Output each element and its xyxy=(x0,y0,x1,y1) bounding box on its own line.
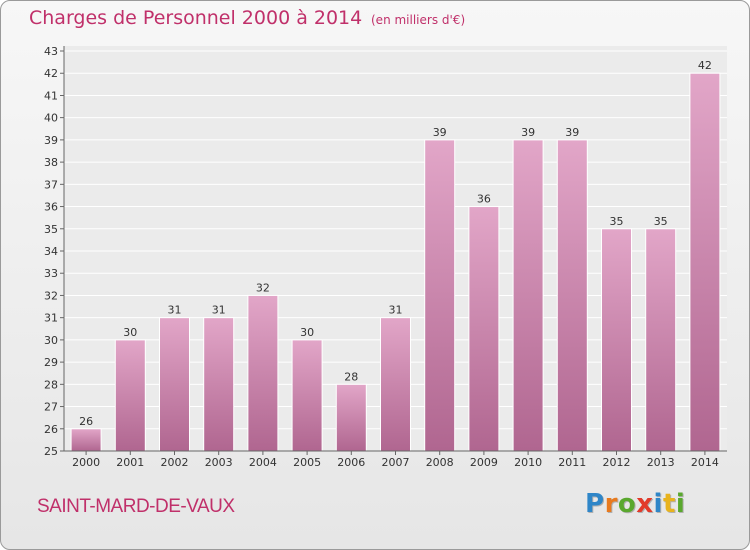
bar xyxy=(468,206,500,452)
bar xyxy=(380,317,411,452)
x-tick-label: 2006 xyxy=(337,456,365,469)
chart-subtitle: (en milliers d'€) xyxy=(371,13,466,27)
bar-value-label: 42 xyxy=(698,59,712,72)
bar-value-label: 36 xyxy=(477,193,491,206)
x-tick-label: 2014 xyxy=(691,456,719,469)
bar-value-label: 30 xyxy=(300,326,314,339)
bar-value-label: 39 xyxy=(521,126,535,139)
x-axis: 2000 2001 2002 2003 2004 2005 2006 2007 2008 2009… xyxy=(64,450,727,469)
y-tick-label: 25 xyxy=(44,445,58,458)
y-tick-label: 30 xyxy=(44,334,58,347)
chart-title: Charges de Personnel 2000 à 2014 xyxy=(29,7,363,29)
y-tick-label: 37 xyxy=(44,178,58,191)
y-tick-label: 28 xyxy=(44,378,58,391)
bar xyxy=(556,139,588,452)
bar xyxy=(70,428,102,452)
x-tick-label: 2000 xyxy=(72,456,100,469)
bar-value-label: 31 xyxy=(168,304,182,317)
x-tick-label: 2003 xyxy=(205,456,233,469)
x-tick-label: 2010 xyxy=(514,456,542,469)
y-tick-label: 36 xyxy=(44,201,58,214)
x-tick-label: 2002 xyxy=(161,456,189,469)
y-tick-label: 34 xyxy=(44,245,58,258)
bar-value-label: 31 xyxy=(389,304,403,317)
bar xyxy=(291,339,323,452)
y-tick-label: 39 xyxy=(44,134,58,147)
bar-value-label: 31 xyxy=(212,304,226,317)
y-tick-label: 26 xyxy=(44,423,58,436)
x-tick-label: 2012 xyxy=(603,456,631,469)
bar-value-label: 30 xyxy=(123,326,137,339)
y-tick-label: 41 xyxy=(44,89,58,102)
x-tick-label: 2004 xyxy=(249,456,277,469)
x-tick-label: 2009 xyxy=(470,456,498,469)
bar-value-label: 32 xyxy=(256,281,270,294)
bar xyxy=(159,317,190,452)
bar-value-label: 26 xyxy=(79,415,93,428)
bar xyxy=(601,228,632,452)
y-axis: 25 26 27 28 29 30 31 32 33 34 35 36 37 38 39 40 41 42 43 xyxy=(44,45,65,458)
bar xyxy=(512,139,544,452)
bar-value-label: 35 xyxy=(654,215,668,228)
bar xyxy=(424,139,456,452)
proxiti-logo: Proxiti xyxy=(585,489,685,519)
bar xyxy=(645,228,677,452)
bars: 26 30 31 31 32 30 28 31 39 36 39 39 35 35 42 xyxy=(70,59,721,452)
logo-letter: t xyxy=(662,489,676,519)
logo-letter: r xyxy=(604,489,618,519)
y-tick-label: 43 xyxy=(44,45,58,58)
bar-value-label: 39 xyxy=(433,126,447,139)
bar-value-label: 35 xyxy=(610,215,624,228)
y-tick-label: 32 xyxy=(44,289,58,302)
x-tick-label: 2008 xyxy=(426,456,454,469)
logo-letter: i xyxy=(653,489,663,519)
x-tick-label: 2011 xyxy=(558,456,586,469)
bar xyxy=(335,383,367,452)
y-tick-label: 33 xyxy=(44,267,58,280)
y-tick-label: 40 xyxy=(44,112,58,125)
logo-letter: x xyxy=(636,489,654,519)
y-tick-label: 42 xyxy=(44,67,58,80)
bar xyxy=(114,339,146,452)
logo-letter: P xyxy=(585,489,605,519)
x-tick-label: 2001 xyxy=(116,456,144,469)
y-tick-label: 35 xyxy=(44,223,58,236)
y-tick-label: 31 xyxy=(44,312,58,325)
y-tick-label: 29 xyxy=(44,356,58,369)
y-tick-label: 27 xyxy=(44,401,58,414)
bar-value-label: 39 xyxy=(565,126,579,139)
bar-value-label: 28 xyxy=(344,370,358,383)
x-tick-label: 2005 xyxy=(293,456,321,469)
logo-letter: o xyxy=(617,489,637,519)
bar xyxy=(247,294,279,452)
bar xyxy=(689,72,721,452)
bar xyxy=(203,317,235,452)
location-name: SAINT-MARD-DE-VAUX xyxy=(37,496,235,517)
x-tick-label: 2013 xyxy=(647,456,675,469)
logo-letter: i xyxy=(675,489,686,519)
x-tick-label: 2007 xyxy=(382,456,410,469)
y-tick-label: 38 xyxy=(44,156,58,169)
